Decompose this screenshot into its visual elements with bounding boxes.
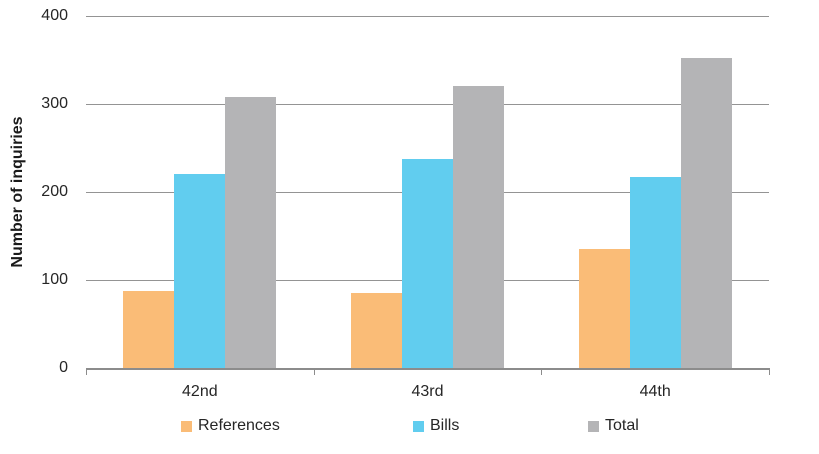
x-axis-tick	[541, 370, 543, 375]
y-tick-label-300: 300	[41, 95, 68, 112]
legend-label-bills: Bills	[430, 417, 460, 434]
bar-group-43rd	[351, 85, 504, 368]
bar-references-42nd	[123, 291, 175, 368]
bar-bills-44th	[629, 177, 681, 368]
legend-item-references: References	[181, 417, 280, 435]
legend-label-total: Total	[605, 417, 639, 434]
bar-references-43rd	[351, 293, 402, 368]
y-tick-label-400: 400	[41, 7, 68, 24]
bar-bills-43rd	[402, 159, 453, 368]
legend-swatch-bills	[413, 420, 424, 432]
bar-total-44th	[680, 58, 732, 368]
x-axis-tick	[86, 370, 87, 375]
legend-swatch-total	[588, 420, 599, 432]
legend-item-total: Total	[588, 417, 639, 435]
x-axis-tick	[313, 370, 315, 375]
bar-bills-42nd	[174, 173, 226, 368]
x-axis-line	[86, 368, 770, 370]
bar-total-42nd	[225, 97, 277, 368]
gridline-300	[86, 104, 769, 105]
y-tick-label-0: 0	[59, 359, 68, 376]
bar-group-44th	[578, 58, 732, 368]
legend-label-references: References	[198, 417, 280, 434]
bar-group-42nd	[123, 97, 277, 368]
x-category-label-43rd: 43rd	[411, 383, 444, 400]
legend-item-bills: Bills	[413, 417, 459, 435]
x-axis-tick	[769, 370, 770, 375]
bar-total-43rd	[453, 85, 504, 368]
gridline-400	[86, 16, 769, 17]
x-category-label-44th: 44th	[639, 383, 671, 400]
x-category-label-42nd: 42nd	[182, 383, 218, 400]
y-tick-label-200: 200	[41, 183, 68, 200]
legend-swatch-references	[181, 420, 192, 432]
plot-area	[86, 16, 769, 368]
bar-references-44th	[578, 249, 630, 368]
y-tick-label-100: 100	[41, 271, 68, 288]
